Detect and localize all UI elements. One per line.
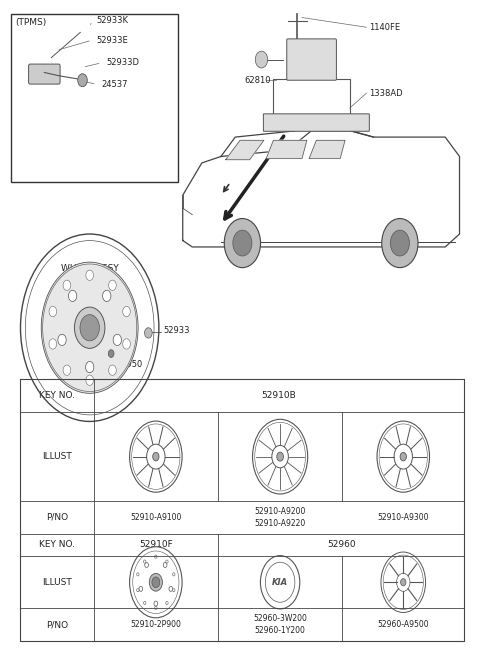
Text: 52910-A9200
52910-A9220: 52910-A9200 52910-A9220 [254,507,306,528]
Circle shape [153,452,159,461]
Circle shape [152,577,160,587]
Circle shape [85,361,94,373]
Text: 52933E: 52933E [97,36,129,45]
Circle shape [63,365,71,375]
Circle shape [390,230,409,256]
Circle shape [154,601,157,606]
Circle shape [86,270,94,280]
Circle shape [69,290,77,302]
Circle shape [173,573,175,576]
Text: P/NO: P/NO [46,620,68,630]
Circle shape [144,560,146,563]
Circle shape [145,563,148,567]
Text: 52933D: 52933D [107,58,139,67]
Text: 24537: 24537 [102,80,128,89]
Polygon shape [266,140,307,158]
Polygon shape [309,140,345,158]
Circle shape [233,230,252,256]
Circle shape [149,573,162,591]
Text: (TPMS): (TPMS) [16,18,47,27]
Circle shape [137,589,139,592]
Circle shape [139,586,143,591]
Bar [11,14,178,182]
Text: 52910B: 52910B [262,391,296,400]
Circle shape [80,315,99,341]
Text: 52910F: 52910F [139,541,173,550]
Text: 1338AD: 1338AD [369,89,402,97]
Circle shape [400,452,407,461]
Circle shape [166,560,168,563]
Circle shape [49,306,57,317]
Circle shape [78,74,87,87]
Circle shape [144,328,152,338]
Text: WHEEL ASSY: WHEEL ASSY [61,264,119,273]
Text: KEY NO.: KEY NO. [39,541,75,550]
Circle shape [63,280,71,291]
Text: 52960-3W200
52960-1Y200: 52960-3W200 52960-1Y200 [253,615,307,635]
Text: 1140FE: 1140FE [369,23,400,32]
FancyBboxPatch shape [264,114,369,131]
Text: KEY NO.: KEY NO. [39,391,75,400]
Circle shape [155,555,157,558]
Text: 52910-A9300: 52910-A9300 [377,513,429,522]
Bar [21,380,464,641]
Circle shape [108,280,116,291]
Circle shape [277,452,283,461]
Circle shape [255,51,268,68]
Circle shape [58,334,66,345]
Circle shape [123,306,131,317]
Circle shape [163,563,167,567]
Circle shape [113,334,121,345]
FancyBboxPatch shape [29,64,60,84]
Text: 52933K: 52933K [97,16,129,25]
Text: ILLUST: ILLUST [42,578,72,587]
Circle shape [382,219,418,267]
Text: 52910-2P900: 52910-2P900 [131,620,181,630]
Circle shape [173,589,175,592]
Text: 52960-A9500: 52960-A9500 [377,620,429,630]
Circle shape [86,375,94,386]
Circle shape [169,586,173,591]
Circle shape [103,290,111,302]
Text: 52950: 52950 [116,360,142,369]
Text: P/NO: P/NO [46,513,68,522]
Text: 52933: 52933 [164,326,190,336]
Text: 52910-A9100: 52910-A9100 [130,513,181,522]
Circle shape [224,219,261,267]
Text: KIA: KIA [272,578,288,587]
Circle shape [41,262,138,393]
Text: 52960: 52960 [327,541,356,550]
Text: 62810: 62810 [245,76,271,85]
Polygon shape [226,140,264,160]
Circle shape [144,602,146,605]
Circle shape [108,350,114,358]
Circle shape [49,339,57,349]
Text: ILLUST: ILLUST [42,452,72,461]
Circle shape [123,339,131,349]
Circle shape [401,579,406,586]
Circle shape [166,602,168,605]
Circle shape [108,365,116,375]
Circle shape [137,573,139,576]
Circle shape [74,307,105,349]
FancyBboxPatch shape [287,39,336,80]
Circle shape [155,606,157,609]
